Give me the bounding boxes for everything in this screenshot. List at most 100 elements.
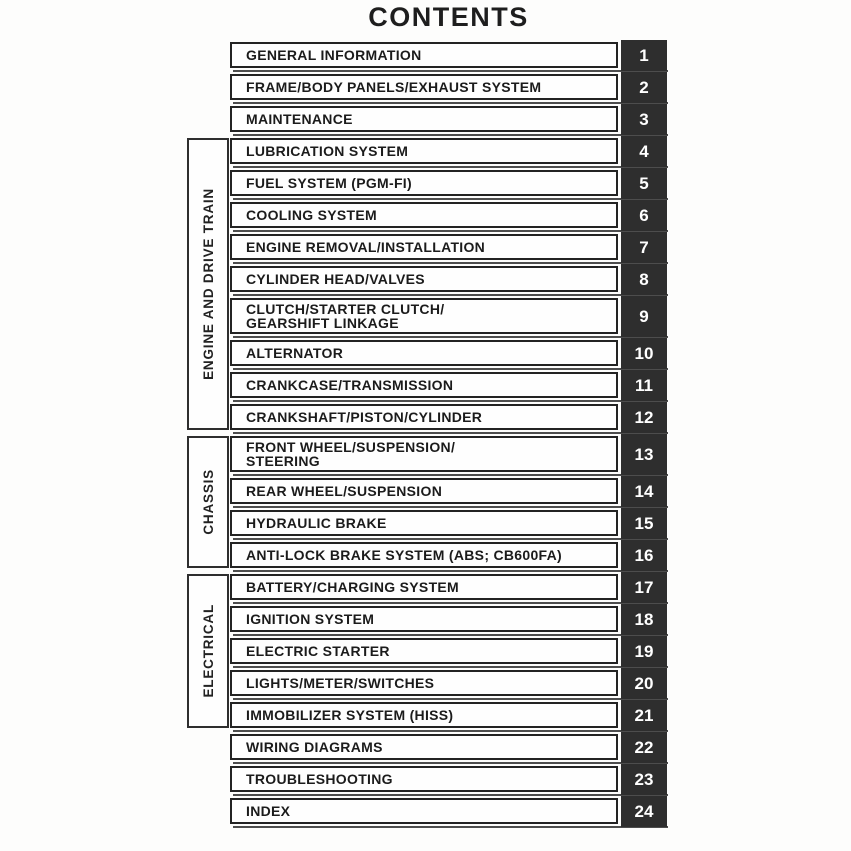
entry-label-box: BATTERY/CHARGING SYSTEM (230, 574, 618, 600)
section-ungrouped-4: WIRING DIAGRAMS 22 TROUBLESHOOTING 23 INDEX 2… (187, 732, 669, 828)
entry-label-line: FRAME/BODY PANELS/EXHAUST SYSTEM (246, 79, 542, 95)
entry-label-line: GEARSHIFT LINKAGE (246, 315, 399, 331)
entry-label-line: IGNITION SYSTEM (246, 611, 375, 627)
toc-entry-4: LUBRICATION SYSTEM 4 (230, 136, 669, 168)
entry-label-box: ENGINE REMOVAL/INSTALLATION (230, 234, 618, 260)
entry-label-box: INDEX (230, 798, 618, 824)
entry-label-line: ENGINE REMOVAL/INSTALLATION (246, 239, 486, 255)
toc-entry-23: TROUBLESHOOTING 23 (230, 764, 669, 796)
section-chassis: CHASSIS FRONT WHEEL/SUSPENSION/STEERING 13… (187, 434, 669, 572)
toc-entry-9: CLUTCH/STARTER CLUTCH/GEARSHIFT LINKAGE 9 (230, 296, 669, 338)
toc-entry-2: FRAME/BODY PANELS/EXHAUST SYSTEM 2 (230, 72, 669, 104)
group-label-box: ENGINE AND DRIVE TRAIN (187, 138, 229, 430)
entry-label-line: IMMOBILIZER SYSTEM (HISS) (246, 707, 454, 723)
entry-label-line: FUEL SYSTEM (PGM-FI) (246, 175, 412, 191)
entry-label-box: FUEL SYSTEM (PGM-FI) (230, 170, 618, 196)
chapter-number-badge: 10 (621, 338, 667, 369)
table-of-contents: GENERAL INFORMATION 1 FRAME/BODY PANELS/EX… (187, 36, 669, 828)
entry-label-line: COOLING SYSTEM (246, 207, 377, 223)
entry-label-line: INDEX (246, 803, 291, 819)
group-label-spacer (187, 42, 229, 132)
chapter-number-badge: 6 (621, 200, 667, 231)
toc-entry-8: CYLINDER HEAD/VALVES 8 (230, 264, 669, 296)
section-rows: LUBRICATION SYSTEM 4 FUEL SYSTEM (PGM-FI) 5… (230, 136, 669, 434)
entry-label-line: CLUTCH/STARTER CLUTCH/ (246, 301, 445, 317)
chapter-number-badge: 11 (621, 370, 667, 401)
toc-entry-5: FUEL SYSTEM (PGM-FI) 5 (230, 168, 669, 200)
toc-entry-17: BATTERY/CHARGING SYSTEM 17 (230, 572, 669, 604)
group-label-box: CHASSIS (187, 436, 229, 568)
chapter-number-badge: 24 (621, 796, 667, 827)
entry-label-box: CRANKSHAFT/PISTON/CYLINDER (230, 404, 618, 430)
chapter-number-badge: 12 (621, 402, 667, 433)
toc-entry-13: FRONT WHEEL/SUSPENSION/STEERING 13 (230, 434, 669, 476)
section-engine-and-drive-train: ENGINE AND DRIVE TRAIN LUBRICATION SYSTEM… (187, 136, 669, 434)
group-label: CHASSIS (200, 469, 216, 535)
chapter-number-badge: 14 (621, 476, 667, 507)
chapter-number-badge: 21 (621, 700, 667, 731)
section-rows: GENERAL INFORMATION 1 FRAME/BODY PANELS/EX… (230, 40, 669, 136)
entry-label-box: IGNITION SYSTEM (230, 606, 618, 632)
toc-entry-1: GENERAL INFORMATION 1 (230, 40, 669, 72)
toc-entry-20: LIGHTS/METER/SWITCHES 20 (230, 668, 669, 700)
section-electrical: ELECTRICAL BATTERY/CHARGING SYSTEM 17 IGNIT… (187, 572, 669, 732)
chapter-number-badge: 3 (621, 104, 667, 135)
entry-label-box: FRONT WHEEL/SUSPENSION/STEERING (230, 436, 618, 472)
chapter-number-badge: 13 (621, 434, 667, 475)
toc-entry-18: IGNITION SYSTEM 18 (230, 604, 669, 636)
toc-entry-15: HYDRAULIC BRAKE 15 (230, 508, 669, 540)
entry-label-line: WIRING DIAGRAMS (246, 739, 383, 755)
entry-label-line: LUBRICATION SYSTEM (246, 143, 409, 159)
entry-label-box: WIRING DIAGRAMS (230, 734, 618, 760)
toc-entry-24: INDEX 24 (230, 796, 669, 828)
chapter-number-badge: 20 (621, 668, 667, 699)
chapter-number-badge: 4 (621, 136, 667, 167)
chapter-number-badge: 1 (621, 40, 667, 71)
entry-label-line: MAINTENANCE (246, 111, 353, 127)
chapter-number-badge: 15 (621, 508, 667, 539)
page-title: CONTENTS (368, 2, 529, 32)
chapter-number-badge: 5 (621, 168, 667, 199)
toc-entry-6: COOLING SYSTEM 6 (230, 200, 669, 232)
entry-label-box: CRANKCASE/TRANSMISSION (230, 372, 618, 398)
entry-label-box: ALTERNATOR (230, 340, 618, 366)
entry-label-line: FRONT WHEEL/SUSPENSION/ (246, 439, 456, 455)
section-rows: WIRING DIAGRAMS 22 TROUBLESHOOTING 23 INDEX 2… (230, 732, 669, 828)
entry-label-box: HYDRAULIC BRAKE (230, 510, 618, 536)
toc-entry-19: ELECTRIC STARTER 19 (230, 636, 669, 668)
entry-label-line: LIGHTS/METER/SWITCHES (246, 675, 435, 691)
entry-label-box: REAR WHEEL/SUSPENSION (230, 478, 618, 504)
entry-label-box: ANTI-LOCK BRAKE SYSTEM (ABS; CB600FA) (230, 542, 618, 568)
entry-label-line: CRANKSHAFT/PISTON/CYLINDER (246, 409, 483, 425)
chapter-number-badge: 2 (621, 72, 667, 103)
chapter-number-badge: 7 (621, 232, 667, 263)
entry-label-box: GENERAL INFORMATION (230, 42, 618, 68)
toc-entry-22: WIRING DIAGRAMS 22 (230, 732, 669, 764)
toc-entry-7: ENGINE REMOVAL/INSTALLATION 7 (230, 232, 669, 264)
entry-label-line: BATTERY/CHARGING SYSTEM (246, 579, 460, 595)
entry-label-line: CYLINDER HEAD/VALVES (246, 271, 425, 287)
toc-entry-12: CRANKSHAFT/PISTON/CYLINDER 12 (230, 402, 669, 434)
entry-label-line: ALTERNATOR (246, 345, 344, 361)
section-ungrouped-0: GENERAL INFORMATION 1 FRAME/BODY PANELS/EX… (187, 40, 669, 136)
group-label: ENGINE AND DRIVE TRAIN (200, 188, 216, 380)
group-label-box: ELECTRICAL (187, 574, 229, 728)
chapter-number-badge: 16 (621, 540, 667, 571)
page-title-area: CONTENTS (230, 0, 667, 36)
toc-entry-3: MAINTENANCE 3 (230, 104, 669, 136)
chapter-number-badge: 19 (621, 636, 667, 667)
toc-entry-14: REAR WHEEL/SUSPENSION 14 (230, 476, 669, 508)
toc-entry-10: ALTERNATOR 10 (230, 338, 669, 370)
toc-entry-16: ANTI-LOCK BRAKE SYSTEM (ABS; CB600FA) 16 (230, 540, 669, 572)
toc-entry-11: CRANKCASE/TRANSMISSION 11 (230, 370, 669, 402)
chapter-number-badge: 22 (621, 732, 667, 763)
chapter-number-badge: 8 (621, 264, 667, 295)
chapter-number-badge: 23 (621, 764, 667, 795)
entry-label-box: LIGHTS/METER/SWITCHES (230, 670, 618, 696)
entry-label-box: LUBRICATION SYSTEM (230, 138, 618, 164)
chapter-number-badge: 18 (621, 604, 667, 635)
entry-label-line: HYDRAULIC BRAKE (246, 515, 387, 531)
entry-label-box: ELECTRIC STARTER (230, 638, 618, 664)
entry-label-line: CRANKCASE/TRANSMISSION (246, 377, 454, 393)
entry-label-box: FRAME/BODY PANELS/EXHAUST SYSTEM (230, 74, 618, 100)
